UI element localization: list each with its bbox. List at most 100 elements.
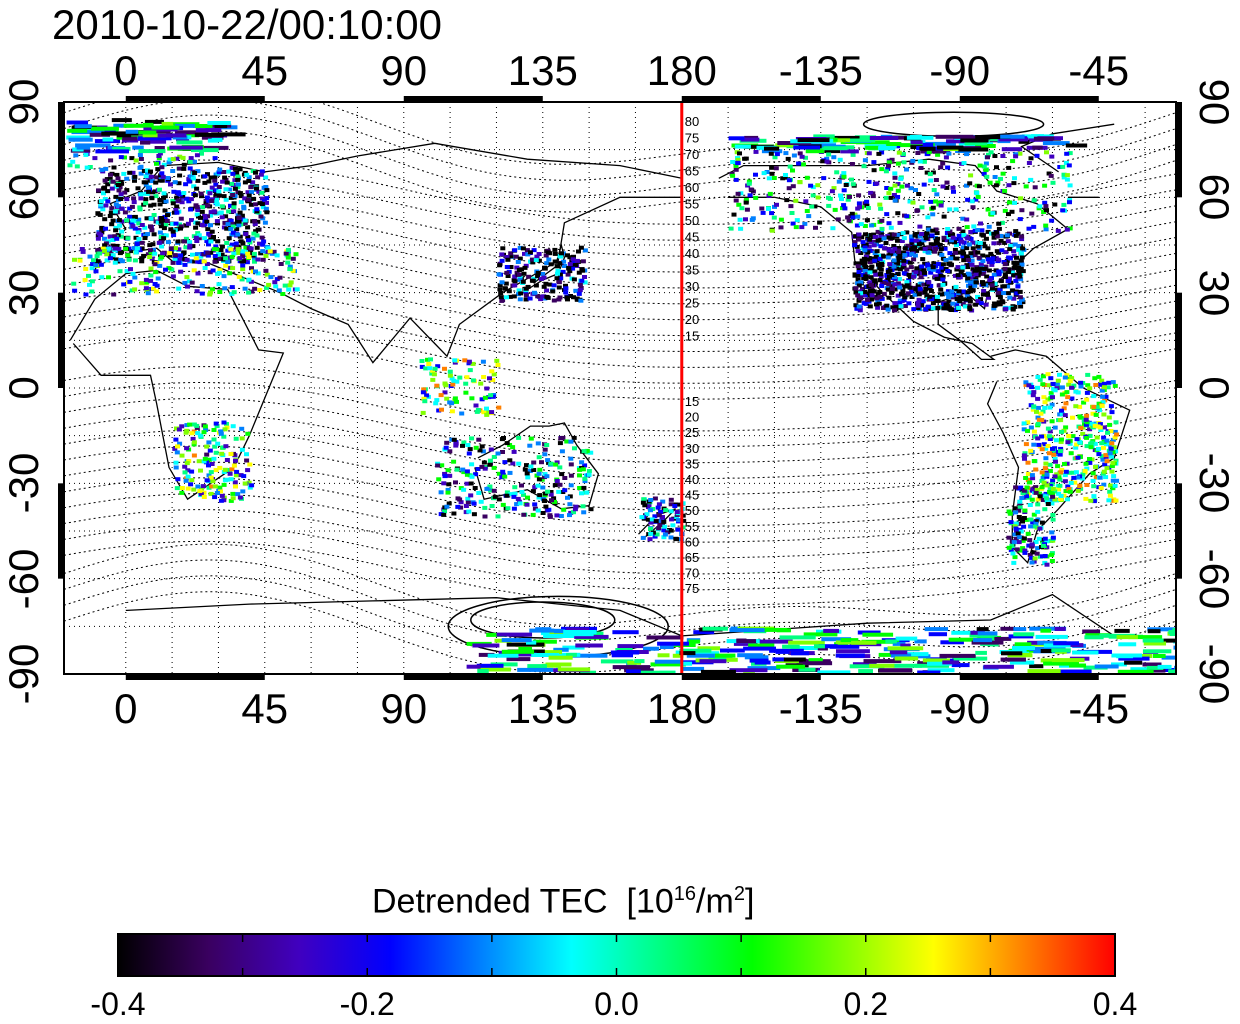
tec-pixel <box>1063 469 1069 474</box>
tec-pixel <box>962 304 968 309</box>
tec-pixel <box>889 157 895 162</box>
tec-pixel <box>205 172 210 177</box>
tec-pixel <box>489 410 495 415</box>
tec-pixel <box>535 483 541 488</box>
pole-contour <box>862 111 1045 137</box>
tec-pixel <box>246 179 252 183</box>
tec-pixel <box>916 192 922 196</box>
tec-pixel <box>1050 446 1055 451</box>
tec-pixel <box>246 193 252 198</box>
tec-pixel <box>211 437 217 442</box>
tec-pixel <box>572 632 594 637</box>
tec-pixel <box>205 250 211 255</box>
tec-pixel <box>106 246 112 251</box>
tec-pixel <box>905 291 911 296</box>
tec-pixel <box>1033 467 1039 472</box>
tec-pixel <box>285 255 291 260</box>
tec-pixel <box>502 460 508 465</box>
tec-pixel <box>203 199 209 203</box>
tec-pixel <box>435 463 441 468</box>
tec-pixel <box>444 396 450 401</box>
tec-pixel <box>1025 531 1031 536</box>
tec-pixel <box>1013 278 1019 283</box>
tec-pixel <box>226 169 232 174</box>
tec-pixel <box>1002 266 1008 271</box>
tec-pixel <box>930 265 936 270</box>
tec-pixel <box>856 237 862 242</box>
tec-pixel <box>972 253 978 258</box>
tec-pixel <box>124 197 130 202</box>
axis-bar <box>1176 292 1182 388</box>
tec-pixel <box>774 202 779 207</box>
tec-pixel <box>191 148 219 153</box>
tec-pixel <box>515 260 521 264</box>
tec-pixel <box>128 267 133 272</box>
tec-pixel <box>451 511 457 516</box>
tec-pixel <box>876 262 881 267</box>
contour-line <box>64 318 1176 384</box>
tec-pixel <box>1049 530 1055 535</box>
tec-pixel <box>869 256 875 261</box>
tec-pixel <box>156 240 162 245</box>
tec-pixel <box>766 176 772 181</box>
tec-pixel <box>235 232 241 237</box>
tec-pixel <box>224 226 230 231</box>
y-tick-label-left: 90 <box>0 78 47 126</box>
tec-pixel <box>148 266 154 271</box>
tec-pixel <box>451 437 457 442</box>
tec-pixel <box>1077 483 1083 488</box>
tec-pixel <box>917 286 923 291</box>
tec-pixel <box>921 159 927 164</box>
tec-pixel <box>934 294 940 299</box>
tec-pixel <box>252 222 258 227</box>
contour-label: 55 <box>685 519 699 534</box>
tec-pixel <box>453 480 458 485</box>
tec-pixel <box>496 272 502 277</box>
tec-pixel <box>1062 375 1068 380</box>
tec-pixel <box>1047 437 1053 441</box>
tec-pixel <box>965 258 971 262</box>
tec-pixel <box>919 146 936 151</box>
tec-pixel <box>915 306 921 310</box>
tec-pixel <box>124 269 130 274</box>
tec-pixel <box>973 638 993 643</box>
tec-pixel <box>992 154 998 158</box>
tec-pixel <box>1025 420 1031 425</box>
tec-pixel <box>442 509 447 514</box>
tec-pixel <box>469 462 475 467</box>
tec-pixel <box>259 169 265 174</box>
tec-pixel <box>1060 669 1092 674</box>
x-tick-label-bottom: 90 <box>380 685 428 732</box>
tec-pixel <box>237 167 243 172</box>
tec-pixel <box>995 180 1001 185</box>
tec-pixel <box>234 469 240 474</box>
tec-pixel <box>857 308 863 313</box>
tec-pixel <box>115 176 121 181</box>
tec-pixel <box>518 291 524 296</box>
contour-line <box>64 114 1176 197</box>
tec-pixel <box>969 254 975 259</box>
tec-pixel <box>906 135 934 140</box>
tec-pixel <box>558 436 564 441</box>
tec-pixel <box>1031 512 1037 517</box>
tec-pixel <box>782 175 788 180</box>
tec-pixel <box>203 216 209 221</box>
tec-pixel <box>1091 499 1097 504</box>
tec-pixel <box>495 363 501 367</box>
tec-pixel <box>489 369 495 374</box>
tec-pixel <box>943 303 949 308</box>
tec-pixel <box>517 297 523 302</box>
tec-pixel <box>969 199 975 204</box>
contour-line <box>64 302 1176 368</box>
tec-pixel <box>223 177 229 182</box>
tec-pixel <box>856 201 862 206</box>
tec-pixel <box>242 196 248 201</box>
tec-pixel <box>252 219 258 224</box>
tec-pixel <box>1072 480 1078 485</box>
tec-pixel <box>869 293 875 298</box>
tec-pixel <box>1027 503 1033 507</box>
tec-pixel <box>479 444 485 449</box>
tec-pixel <box>202 174 208 179</box>
tec-pixel <box>854 135 877 140</box>
tec-pixel <box>214 424 220 429</box>
